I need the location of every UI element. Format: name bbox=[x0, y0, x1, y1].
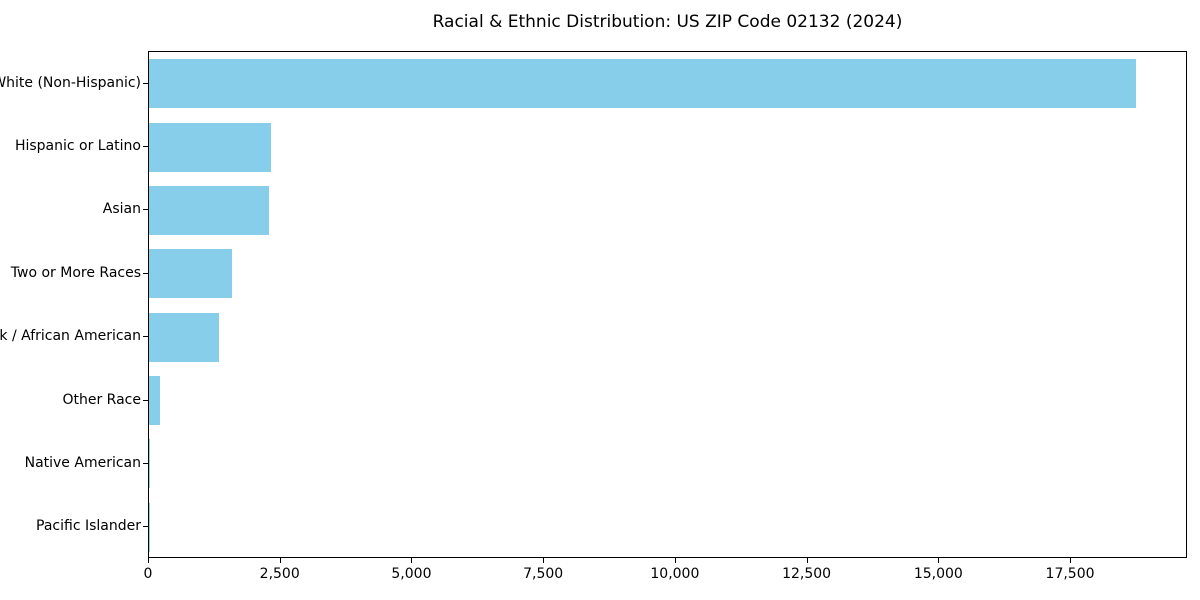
x-tick-mark bbox=[938, 558, 940, 563]
x-tick-label: 17,500 bbox=[1045, 566, 1095, 582]
x-tick-mark bbox=[279, 558, 281, 563]
bar-row bbox=[149, 59, 1186, 109]
y-tick-mark bbox=[143, 146, 148, 148]
y-tick-mark bbox=[143, 462, 148, 464]
y-tick-label: Two or More Races bbox=[10, 264, 141, 281]
y-tick-label: Other Race bbox=[62, 391, 141, 408]
y-tick-mark bbox=[143, 272, 148, 274]
bar-two-or-more-races bbox=[149, 249, 232, 299]
x-tick-mark bbox=[674, 558, 676, 563]
chart-title: Racial & Ethnic Distribution: US ZIP Cod… bbox=[432, 12, 903, 32]
y-tick-label: Native American bbox=[24, 454, 141, 471]
bar-row bbox=[149, 122, 1186, 172]
bar-row bbox=[149, 249, 1186, 299]
y-tick-label: White (Non-Hispanic) bbox=[0, 74, 141, 91]
bar-row bbox=[149, 376, 1186, 426]
bar-hispanic-or-latino bbox=[149, 122, 271, 172]
bar-row bbox=[149, 185, 1186, 235]
bar-row bbox=[149, 502, 1186, 552]
x-tick-mark bbox=[148, 558, 149, 563]
x-tick-mark bbox=[1070, 558, 1072, 563]
y-tick-mark bbox=[143, 526, 148, 528]
bar-white-non-hispanic bbox=[149, 59, 1137, 109]
y-tick-label: Pacific Islander bbox=[36, 518, 141, 535]
y-tick-mark bbox=[143, 336, 148, 338]
y-tick-mark bbox=[143, 209, 148, 211]
y-tick-label: Hispanic or Latino bbox=[14, 138, 141, 155]
y-tick-mark bbox=[143, 82, 148, 84]
bar-row bbox=[149, 312, 1186, 362]
plot-area bbox=[148, 51, 1187, 558]
bar-black-african-american bbox=[149, 312, 220, 362]
bar-other-race bbox=[149, 376, 161, 426]
y-tick-label: Asian bbox=[102, 201, 141, 218]
x-tick-label: 7,500 bbox=[523, 566, 564, 582]
x-tick-label: 0 bbox=[143, 566, 153, 582]
x-tick-mark bbox=[411, 558, 413, 563]
x-tick-mark bbox=[806, 558, 808, 563]
x-tick-label: 15,000 bbox=[913, 566, 963, 582]
bar-row bbox=[149, 439, 1186, 489]
y-tick-mark bbox=[143, 399, 148, 401]
bar-native-american bbox=[149, 439, 151, 489]
y-tick-label: Black / African American bbox=[0, 328, 141, 345]
x-tick-label: 10,000 bbox=[650, 566, 700, 582]
x-tick-label: 5,000 bbox=[391, 566, 432, 582]
x-tick-label: 2,500 bbox=[259, 566, 300, 582]
bar-asian bbox=[149, 185, 269, 235]
x-tick-mark bbox=[543, 558, 545, 563]
x-tick-label: 12,500 bbox=[782, 566, 832, 582]
